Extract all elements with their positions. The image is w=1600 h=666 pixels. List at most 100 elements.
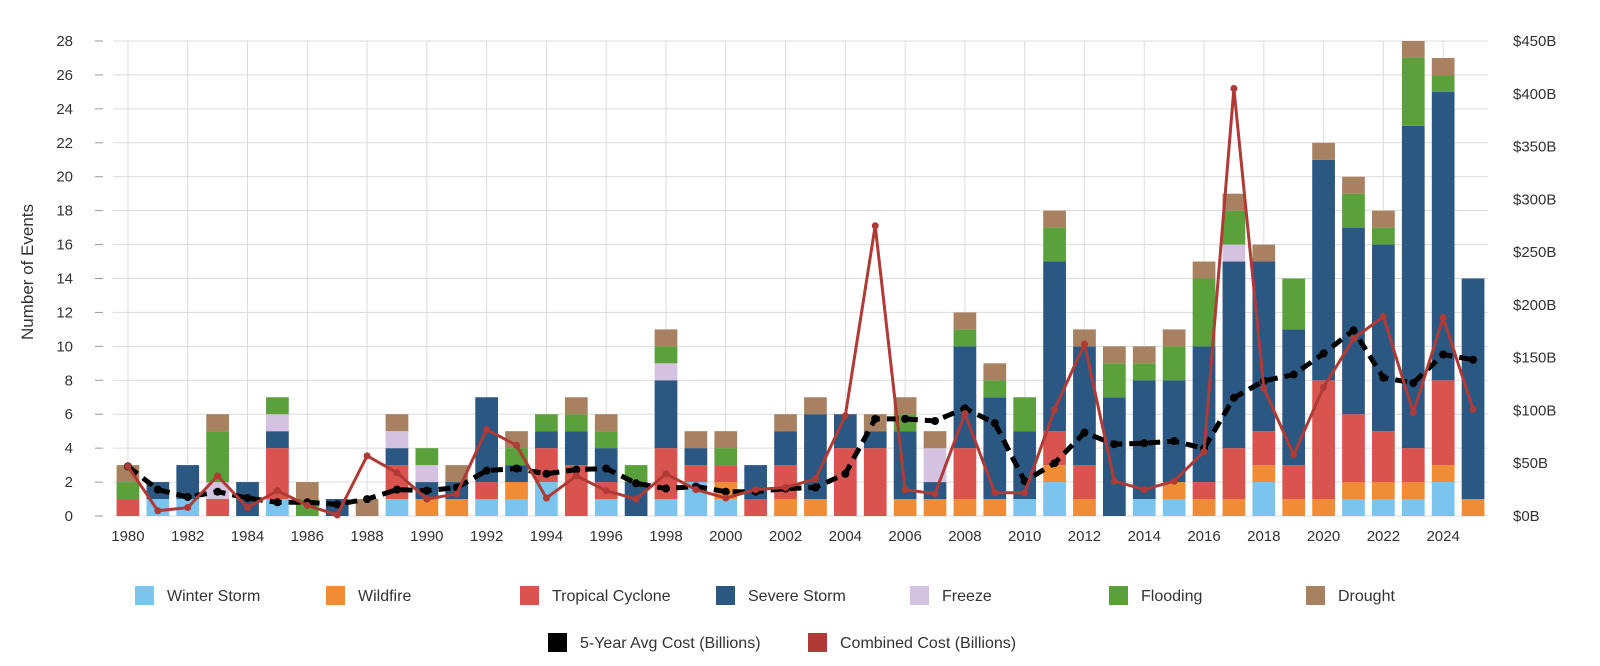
combined-cost-point — [692, 486, 700, 494]
bar-flooding-2010 — [1013, 397, 1037, 432]
bar-flooding-2013 — [1103, 363, 1126, 398]
bar-freeze-1990 — [415, 465, 439, 483]
x-tick-label: 2020 — [1307, 528, 1340, 545]
grid-lines — [113, 40, 1488, 517]
bar-tropical-cyclone-2018 — [1252, 431, 1276, 466]
bar-severe-storm-1985 — [266, 431, 289, 449]
combined-cost-point — [1021, 489, 1029, 497]
five-year-avg-point — [931, 417, 940, 425]
bar-tropical-cyclone-2022 — [1372, 431, 1395, 483]
bar-flooding-1980 — [116, 482, 140, 500]
y-tick-label: 28 — [56, 33, 73, 50]
bar-wildfire-2003 — [804, 499, 827, 516]
x-tick-label: 2002 — [769, 528, 802, 545]
x-tick-label: 1980 — [111, 528, 144, 545]
bar-flooding-1985 — [266, 397, 289, 415]
combined-cost-point — [1290, 451, 1298, 459]
bar-drought-2006 — [893, 397, 917, 415]
combined-cost-point — [1379, 313, 1387, 320]
combined-cost-point — [1200, 448, 1208, 456]
combined-cost-point — [901, 486, 909, 494]
y-tick-label: 0 — [65, 508, 73, 525]
bar-wildfire-2023 — [1401, 482, 1425, 500]
bar-drought-2009 — [983, 363, 1007, 381]
combined-cost-point — [1140, 486, 1148, 494]
bar-winter-storm-2010 — [1013, 499, 1037, 516]
bar-flooding-2019 — [1282, 278, 1306, 330]
five-year-avg-line — [126, 327, 1474, 507]
x-tick-label: 2008 — [948, 528, 981, 545]
bar-winter-storm-2024 — [1431, 482, 1455, 516]
bar-drought-2020 — [1312, 142, 1335, 160]
y2-tick-label: $150B — [1513, 350, 1556, 367]
combined-cost-point — [1080, 340, 1088, 348]
bar-drought-2015 — [1162, 329, 1186, 347]
five-year-avg-point — [273, 498, 282, 507]
legend-swatch-line-0 — [548, 633, 567, 652]
combined-cost-point — [632, 495, 640, 503]
bar-drought-2016 — [1192, 261, 1216, 279]
legend-swatch-winter-storm — [135, 586, 154, 605]
combined-cost-point — [1469, 405, 1477, 413]
bar-wildfire-2022 — [1372, 482, 1395, 500]
five-year-avg-point — [721, 487, 730, 496]
bar-tropical-cyclone-2001 — [744, 499, 768, 516]
five-year-avg-point — [1110, 440, 1119, 449]
bar-tropical-cyclone-1999 — [684, 465, 708, 483]
y-tick-label: 20 — [56, 169, 73, 186]
bar-wildfire-2025 — [1461, 499, 1485, 516]
five-year-avg-point — [333, 500, 342, 509]
combined-cost-point — [841, 412, 849, 420]
five-year-avg-point — [1439, 350, 1448, 359]
combined-cost-point — [214, 472, 222, 480]
combined-cost-point — [273, 487, 281, 495]
five-year-avg-point — [1140, 439, 1149, 448]
combined-cost-point — [423, 495, 431, 503]
five-year-avg-point — [841, 469, 850, 478]
bar-wildfire-2020 — [1312, 499, 1335, 516]
bar-winter-storm-1998 — [654, 499, 678, 516]
bar-drought-1986 — [295, 482, 319, 500]
bar-wildfire-2012 — [1073, 499, 1096, 516]
bar-drought-2007 — [923, 431, 947, 449]
five-year-avg-point — [1379, 373, 1388, 382]
y2-tick-label: $200B — [1513, 297, 1556, 314]
five-year-avg-point — [632, 479, 641, 488]
y2-tick-label: $350B — [1513, 139, 1556, 156]
combined-cost-point — [991, 489, 999, 497]
bar-wildfire-2019 — [1282, 499, 1306, 516]
five-year-avg-point — [871, 414, 880, 423]
five-year-avg-point — [1409, 379, 1418, 387]
bar-severe-storm-2017 — [1222, 261, 1246, 449]
bar-severe-storm-2002 — [774, 431, 797, 466]
combined-cost-point — [1110, 477, 1118, 485]
five-year-avg-point — [1349, 326, 1358, 335]
bar-winter-storm-2022 — [1372, 499, 1395, 516]
bar-wildfire-2006 — [893, 499, 917, 516]
x-tick-label: 1988 — [350, 528, 383, 545]
bar-severe-storm-2004 — [833, 414, 857, 449]
y-tick-label: 22 — [56, 135, 73, 152]
x-tick-label: 2014 — [1128, 528, 1161, 545]
five-year-avg-point — [990, 419, 999, 428]
combined-cost-line — [126, 87, 1475, 517]
x-tick-label: 2004 — [829, 528, 862, 545]
x-tick-label: 2010 — [1008, 528, 1041, 545]
bar-wildfire-2007 — [923, 499, 947, 516]
combined-cost-point — [453, 490, 461, 498]
x-tick-label: 1992 — [470, 528, 503, 545]
y-tick-label: 14 — [56, 271, 73, 288]
bar-drought-2002 — [774, 414, 797, 432]
bar-severe-storm-2013 — [1103, 397, 1126, 516]
combined-cost-point — [1439, 314, 1447, 322]
bar-flooding-1983 — [206, 431, 229, 483]
bar-winter-storm-2011 — [1043, 482, 1066, 516]
five-year-avg-point — [363, 495, 372, 504]
combined-cost-point — [363, 452, 371, 460]
bar-winter-storm-2015 — [1162, 499, 1186, 516]
combined-cost-point — [303, 501, 311, 509]
bar-tropical-cyclone-2024 — [1431, 380, 1455, 466]
bar-winter-storm-1992 — [475, 499, 498, 516]
five-year-avg-point — [1050, 459, 1059, 468]
bar-wildfire-2002 — [774, 499, 797, 516]
